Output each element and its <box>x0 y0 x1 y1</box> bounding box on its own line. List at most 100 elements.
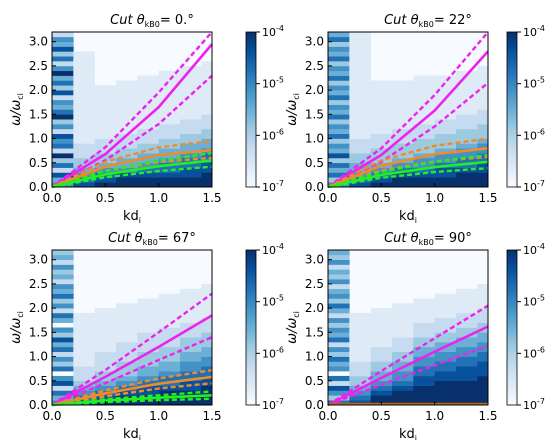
heatmap-cell <box>94 153 117 159</box>
heatmap-cell <box>201 177 213 183</box>
heatmap-cell <box>52 279 74 285</box>
heatmap-cell <box>158 138 181 144</box>
heatmap-cell <box>94 327 117 333</box>
curve-green-lower <box>327 166 489 189</box>
heatmap-cell <box>73 351 95 357</box>
heatmap-cell <box>349 128 371 135</box>
dispersion-curves <box>327 31 489 189</box>
heatmap-cell <box>201 346 213 353</box>
heatmap-cell <box>456 133 478 139</box>
heatmap-cell <box>413 351 435 357</box>
curve-green-upper <box>51 151 213 189</box>
heatmap-cell <box>413 114 435 120</box>
heatmap-cell <box>94 371 117 377</box>
heatmap-cell <box>116 90 138 96</box>
heatmap-cell <box>434 172 457 178</box>
heatmap-cell <box>328 148 350 154</box>
heatmap-cell <box>392 337 414 343</box>
heatmap-cell <box>52 119 74 125</box>
heatmap-cell <box>328 264 350 270</box>
heatmap-cell <box>456 346 478 353</box>
heatmap-cell <box>52 94 74 101</box>
panel-title: Cut θkB0= 22° <box>384 13 472 29</box>
heatmap-cell <box>328 259 350 265</box>
heatmap-cell <box>73 80 95 86</box>
heatmap-cell <box>180 85 202 91</box>
heatmap-cell <box>392 346 414 353</box>
heatmap-cell <box>328 356 350 362</box>
colorbar-gradient <box>506 249 518 406</box>
heatmap-cell <box>180 312 202 319</box>
heatmap-cell <box>94 114 117 120</box>
heatmap-cell <box>158 375 181 382</box>
heatmap-cell <box>413 375 435 382</box>
curve-magenta-lower <box>51 74 213 189</box>
heatmap-cell <box>73 56 95 62</box>
heatmap-cell <box>201 80 213 86</box>
heatmap-cell <box>52 124 74 130</box>
heatmap-cell <box>116 317 138 323</box>
x-tick-label: 1.5 <box>478 191 497 205</box>
heatmap-cell <box>116 366 138 372</box>
heatmap-cell <box>137 143 159 149</box>
heatmap-cell <box>413 133 435 139</box>
curve-green-center <box>51 159 213 189</box>
axes-frame <box>51 31 213 188</box>
colorbar-tick-label: 10-5 <box>523 294 545 309</box>
heatmap-cell <box>392 327 414 333</box>
heatmap-cell <box>413 366 435 372</box>
heatmap-cell <box>158 317 181 323</box>
heatmap-cell <box>392 332 414 338</box>
heatmap-cell <box>392 356 414 362</box>
heatmap-cell <box>413 172 435 178</box>
heatmap-cell <box>116 104 138 110</box>
heatmap-cell <box>370 332 393 338</box>
heatmap-cell <box>434 385 457 391</box>
heatmap-cell <box>392 138 414 144</box>
heatmap-cell <box>158 390 181 396</box>
heatmap-cell <box>201 317 213 323</box>
heatmap-cell <box>328 380 350 386</box>
heatmap-cell <box>477 172 489 178</box>
heatmap-cell <box>413 308 435 314</box>
heatmap-cell <box>137 312 159 319</box>
heatmap-cell <box>137 327 159 333</box>
heatmap-cell <box>413 327 435 333</box>
heatmap-cell <box>349 36 371 42</box>
heatmap-cell <box>73 99 95 105</box>
colorbar-gradient <box>245 31 257 188</box>
heatmap-cell <box>137 75 159 81</box>
heatmap-cell <box>413 182 435 188</box>
heatmap-cell <box>477 90 489 96</box>
heatmap-cell <box>94 167 117 173</box>
heatmap-cell <box>201 283 213 290</box>
heatmap-cell <box>434 119 457 125</box>
heatmap-cell <box>52 56 74 62</box>
heatmap-cell <box>392 308 414 314</box>
heatmap-cell <box>201 104 213 110</box>
heatmap-cell <box>477 128 489 135</box>
heatmap-cell <box>116 85 138 91</box>
heatmap-cell <box>201 298 213 304</box>
heatmap-cell <box>73 128 95 135</box>
heatmap-cell <box>328 167 350 173</box>
heatmap-cell <box>477 351 489 357</box>
heatmap-cell <box>456 375 478 382</box>
heatmap-cell <box>413 124 435 130</box>
curve-magenta-upper <box>51 31 213 188</box>
heatmap-cell <box>180 361 202 367</box>
heatmap-cell <box>94 375 117 382</box>
heatmap-cell <box>180 75 202 81</box>
heatmap-cell <box>52 356 74 362</box>
heatmap-cell <box>456 361 478 367</box>
heatmap-cell <box>52 109 74 115</box>
y-tick-label: 3.0 <box>29 253 48 267</box>
heatmap-cell <box>116 342 138 348</box>
heatmap-cell <box>158 75 181 81</box>
heatmap-cell <box>73 109 95 115</box>
heatmap-cell <box>349 157 371 164</box>
heatmap-cell <box>52 143 74 149</box>
heatmap-cell <box>392 109 414 115</box>
heatmap-cell <box>434 361 457 367</box>
heatmap-cell <box>52 366 74 372</box>
